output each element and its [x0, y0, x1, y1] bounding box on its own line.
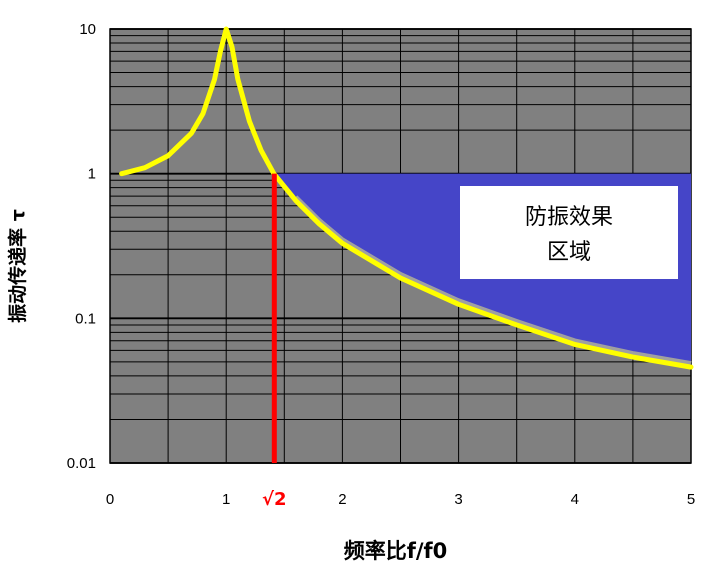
x-axis-ticks: 0 1 2 3 4 5	[106, 491, 695, 508]
x-axis-label: 频率比f/f0	[344, 539, 448, 563]
series-line-transmissibility	[119, 26, 694, 370]
sqrt2-label: √2	[262, 489, 287, 510]
region-label-box	[460, 186, 678, 279]
x-tick-label: 4	[571, 491, 579, 508]
y-tick-label: 1	[88, 166, 96, 183]
x-tick-label: 1	[222, 491, 230, 508]
y-axis-label: 振动传递率 τ	[6, 209, 29, 323]
x-tick-label: 2	[338, 491, 346, 508]
x-tick-label: 0	[106, 491, 114, 508]
y-tick-label: 10	[79, 21, 96, 38]
y-tick-label: 0.01	[67, 455, 96, 472]
y-tick-label: 0.1	[75, 310, 96, 327]
x-tick-label: 3	[454, 491, 462, 508]
curve-shadow	[294, 195, 692, 366]
y-axis-ticks: 0.01 0.1 1 10	[67, 21, 96, 472]
x-tick-label: 5	[687, 491, 695, 508]
region-label-line2: 区域	[547, 240, 591, 265]
region-label-line1: 防振效果	[525, 205, 613, 230]
